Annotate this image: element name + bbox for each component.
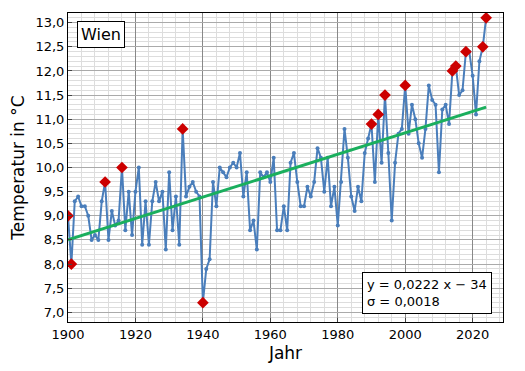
svg-text:1960: 1960 — [254, 327, 287, 342]
svg-text:Jahr: Jahr — [268, 343, 302, 363]
svg-text:12,0: 12,0 — [35, 63, 64, 78]
svg-text:11,5: 11,5 — [35, 88, 64, 103]
svg-text:1900: 1900 — [51, 327, 84, 342]
svg-text:Temperatur in °C: Temperatur in °C — [8, 95, 28, 240]
svg-text:7,0: 7,0 — [44, 305, 65, 320]
svg-text:8,0: 8,0 — [44, 257, 65, 272]
svg-text:7,5: 7,5 — [44, 281, 65, 296]
svg-text:1980: 1980 — [321, 327, 354, 342]
svg-text:1920: 1920 — [119, 327, 152, 342]
svg-text:12,5: 12,5 — [35, 39, 64, 54]
svg-text:2020: 2020 — [456, 327, 489, 342]
svg-text:2000: 2000 — [389, 327, 422, 342]
svg-text:Wien: Wien — [81, 25, 121, 44]
svg-text:9,0: 9,0 — [44, 208, 65, 223]
svg-text:10,5: 10,5 — [35, 136, 64, 151]
svg-text:10,0: 10,0 — [35, 160, 64, 175]
svg-text:11,0: 11,0 — [35, 112, 64, 127]
svg-text:1940: 1940 — [186, 327, 219, 342]
svg-text:9,5: 9,5 — [44, 184, 65, 199]
svg-text:13,0: 13,0 — [35, 15, 64, 30]
svg-text:8,5: 8,5 — [44, 232, 65, 247]
svg-text:y = 0,0222 x − 34σ = 0,0018: y = 0,0222 x − 34σ = 0,0018 — [367, 277, 487, 309]
